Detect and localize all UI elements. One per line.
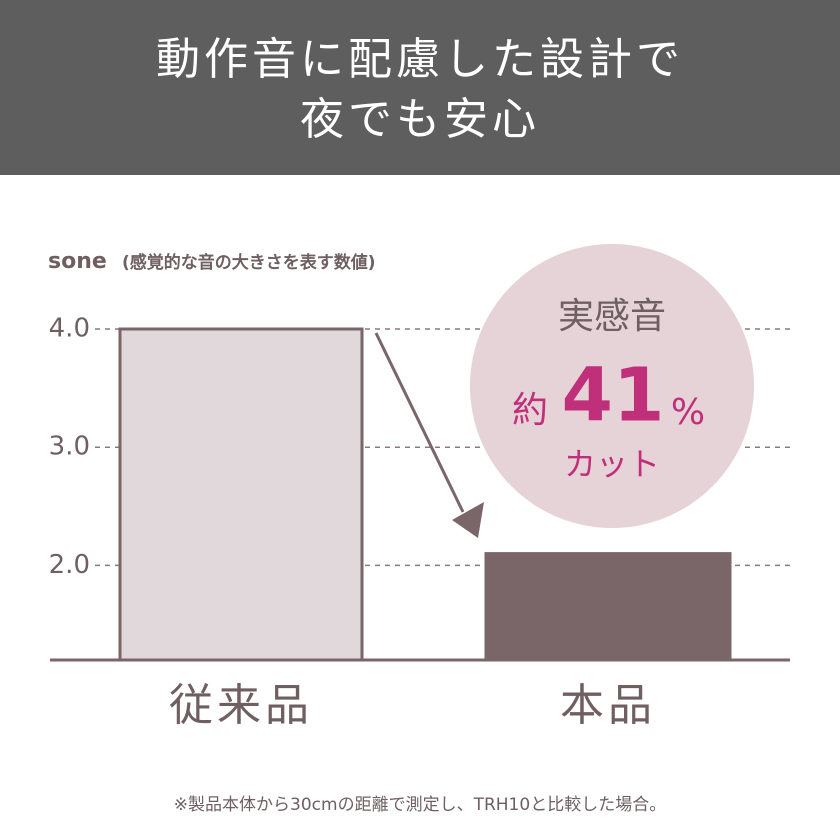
bar — [484, 552, 732, 662]
callout-circle — [470, 244, 754, 528]
arrow-head — [452, 502, 484, 538]
y-tick-label: 2.0 — [49, 550, 90, 580]
y-axis-label: sone — [48, 249, 107, 274]
callout-unit: % — [671, 392, 705, 433]
y-tick-label: 3.0 — [49, 432, 90, 462]
header-band — [0, 0, 840, 175]
callout-prefix: 約 — [512, 390, 548, 431]
chart-title: 夜でも安心 — [300, 94, 540, 145]
callout-value: 41 — [562, 353, 665, 439]
bar — [118, 327, 364, 662]
y-axis-note: (感覚的な音の大きさを表す数値) — [122, 252, 376, 273]
arrow-shaft — [374, 332, 465, 513]
y-tick-label: 4.0 — [49, 314, 90, 344]
chart-title: 動作音に配慮した設計で — [156, 34, 684, 85]
callout-suffix: カット — [564, 445, 660, 483]
footnote: ※製品本体から30cmの距離で測定し、TRH10と比較した場合。 — [174, 795, 666, 815]
x-tick-label: 従来品 — [169, 680, 313, 731]
x-tick-label: 本品 — [560, 680, 656, 731]
callout-heading: 実感音 — [558, 296, 666, 337]
